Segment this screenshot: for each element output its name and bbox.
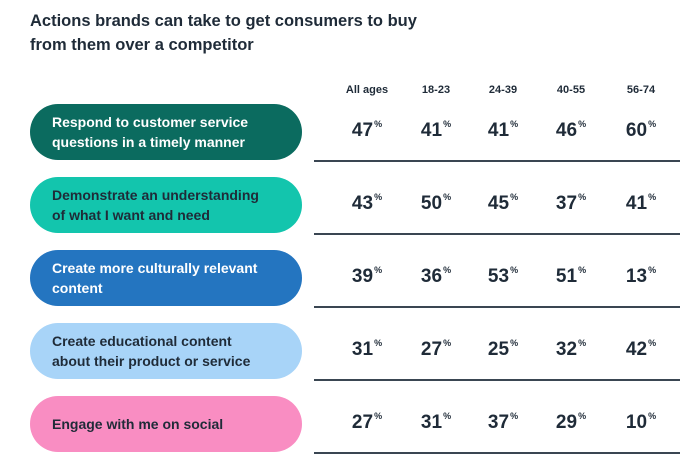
row-label-line: of what I want and need <box>52 207 210 223</box>
row-label-line: Create educational content <box>52 333 232 349</box>
percent-value: 27% <box>420 338 452 360</box>
percent-value: 27% <box>351 411 383 433</box>
row-divider <box>314 160 680 162</box>
row-label-line: Create more culturally relevant <box>52 260 258 276</box>
column-header: 56-74 <box>626 84 656 96</box>
percent-value: 10% <box>625 411 657 433</box>
row-label-line: about their product or service <box>52 353 251 369</box>
percent-value: 29% <box>555 411 587 433</box>
percent-value: 41% <box>625 192 657 214</box>
row-label-pill: Create more culturally relevant content <box>30 250 302 306</box>
percent-value: 31% <box>351 338 383 360</box>
row-divider <box>314 379 680 381</box>
percent-value: 36% <box>420 265 452 287</box>
percent-value: 41% <box>420 119 452 141</box>
row-label-pill: Engage with me on social <box>30 396 302 452</box>
row-divider <box>314 233 680 235</box>
percent-value: 60% <box>625 119 657 141</box>
column-header: 40-55 <box>556 84 586 96</box>
percent-value: 47% <box>351 119 383 141</box>
row-label-pill: Demonstrate an understanding of what I wa… <box>30 177 302 233</box>
percent-value: 53% <box>487 265 519 287</box>
column-header: 24-39 <box>488 84 518 96</box>
percent-value: 39% <box>351 265 383 287</box>
percent-value: 13% <box>625 265 657 287</box>
percent-value: 32% <box>555 338 587 360</box>
row-label-line: Respond to customer service <box>52 114 249 130</box>
row-label-line: Engage with me on social <box>52 416 224 432</box>
row-label-line: Demonstrate an understanding <box>52 187 259 203</box>
percent-value: 51% <box>555 265 587 287</box>
percent-value: 50% <box>420 192 452 214</box>
row-divider <box>314 306 680 308</box>
percent-value: 45% <box>487 192 519 214</box>
percent-value: 46% <box>555 119 587 141</box>
percent-value: 37% <box>487 411 519 433</box>
row-label-pill: Respond to customer service questions in … <box>30 104 302 160</box>
chart-title-line-2: from them over a competitor <box>30 36 254 54</box>
row-label-line: content <box>52 280 103 296</box>
percent-value: 43% <box>351 192 383 214</box>
column-header: 18-23 <box>421 84 451 96</box>
row-label-pill: Create educational content about their pr… <box>30 323 302 379</box>
row-divider <box>314 452 680 454</box>
chart-title-line-1: Actions brands can take to get consumers… <box>30 12 417 30</box>
row-label-line: questions in a timely manner <box>52 134 245 150</box>
percent-value: 37% <box>555 192 587 214</box>
chart-title: Actions brands can take to get consumers… <box>30 9 430 57</box>
percent-value: 41% <box>487 119 519 141</box>
percent-value: 31% <box>420 411 452 433</box>
percent-value: 25% <box>487 338 519 360</box>
percent-value: 42% <box>625 338 657 360</box>
column-header: All ages <box>345 84 389 96</box>
